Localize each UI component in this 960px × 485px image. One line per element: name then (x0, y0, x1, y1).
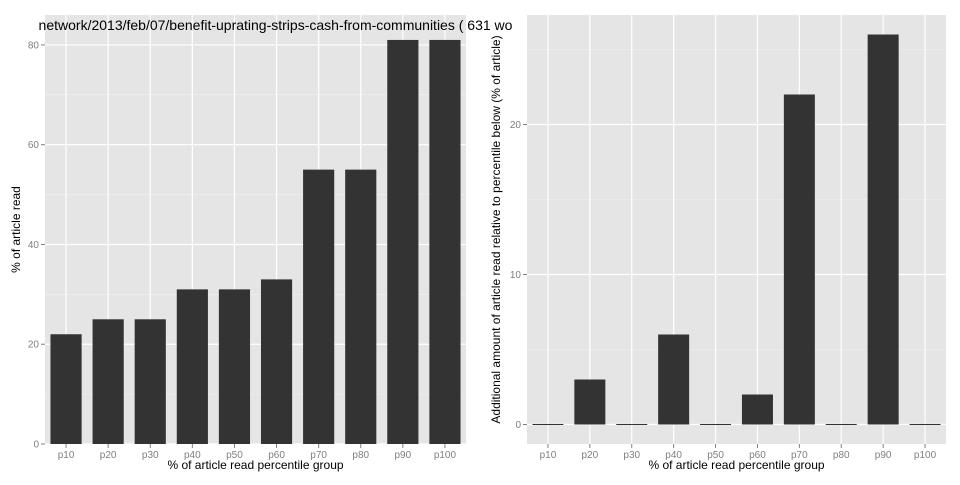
bar-p20 (92, 319, 124, 444)
left-x-axis-title: % of article read percentile group (167, 458, 343, 472)
x-tick-label: p20 (582, 450, 599, 461)
x-tick-label: p100 (434, 450, 457, 461)
bar-p80 (345, 169, 377, 445)
bar-p100 (909, 424, 941, 425)
bar-p30 (616, 424, 648, 425)
x-tick-label: p90 (395, 450, 412, 461)
x-tick-label: p60 (749, 450, 766, 461)
y-tick-label: 10 (510, 270, 522, 281)
bar-p40 (176, 289, 208, 444)
y-tick-label: 60 (28, 140, 40, 151)
right-y-axis-title: Additional amount of article read relati… (489, 35, 503, 423)
bar-p30 (134, 319, 166, 444)
x-tick-label: p40 (665, 450, 682, 461)
bar-p50 (700, 424, 732, 425)
left-chart-title: network/2013/feb/07/benefit-uprating-str… (39, 17, 513, 33)
x-tick-label: p90 (875, 450, 892, 461)
x-tick-label: p80 (833, 450, 850, 461)
x-tick-label: p100 (914, 450, 937, 461)
right-y-ticks: 0 10 20 (510, 120, 527, 431)
x-tick-label: p50 (707, 450, 724, 461)
bar-p60 (260, 279, 293, 444)
bar-p70 (303, 169, 335, 445)
x-tick-label: p80 (352, 450, 369, 461)
x-tick-label: p10 (58, 450, 75, 461)
right-chart: 0 10 20 p10 p20 p30 p40 p50 p60 p70 p80 p90 p100 % … (489, 15, 946, 472)
x-tick-label: p20 (100, 450, 117, 461)
right-x-ticks: p10 p20 p30 p40 p50 p60 p70 p80 p90 p100 (540, 444, 937, 461)
bar-p10 (50, 334, 82, 444)
bar-p90 (867, 34, 899, 425)
x-tick-label: p70 (791, 450, 808, 461)
bar-p60 (741, 394, 773, 425)
x-tick-label: p70 (310, 450, 327, 461)
right-x-axis-title: % of article read percentile group (648, 458, 824, 472)
x-tick-label: p60 (268, 450, 285, 461)
left-y-ticks: 0 20 40 60 80 (28, 40, 45, 451)
left-y-axis-title: % of article read (9, 186, 23, 273)
bar-p100 (429, 39, 461, 444)
x-tick-label: p30 (142, 450, 159, 461)
y-tick-label: 40 (28, 240, 40, 251)
bar-p70 (783, 94, 815, 425)
right-bars (532, 34, 941, 425)
x-tick-label: p10 (540, 450, 557, 461)
bar-p20 (574, 379, 606, 425)
bar-p90 (387, 39, 419, 444)
y-tick-label: 20 (510, 120, 522, 131)
bar-p50 (218, 289, 251, 444)
x-tick-label: p50 (226, 450, 243, 461)
bar-p40 (658, 334, 690, 425)
bar-p10 (532, 424, 564, 425)
x-tick-label: p40 (184, 450, 201, 461)
left-bars (50, 39, 461, 445)
bar-p80 (825, 424, 857, 425)
y-tick-label: 0 (33, 440, 39, 451)
x-tick-label: p30 (623, 450, 640, 461)
y-tick-label: 80 (28, 40, 40, 51)
y-tick-label: 20 (28, 340, 40, 351)
left-x-ticks: p10 p20 p30 p40 p50 p60 p70 p80 p90 p100 (58, 444, 457, 461)
y-tick-label: 0 (515, 420, 521, 431)
